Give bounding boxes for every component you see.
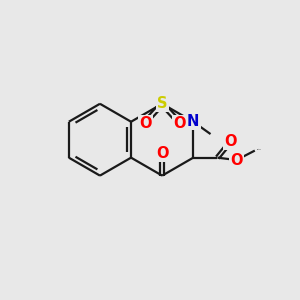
Text: O: O xyxy=(139,116,151,131)
Text: S: S xyxy=(157,96,167,111)
Text: O: O xyxy=(224,134,237,149)
Text: O: O xyxy=(173,116,185,131)
Text: O: O xyxy=(230,152,243,167)
Text: N: N xyxy=(187,114,200,129)
Text: methyl: methyl xyxy=(257,148,262,150)
Text: O: O xyxy=(156,146,168,161)
